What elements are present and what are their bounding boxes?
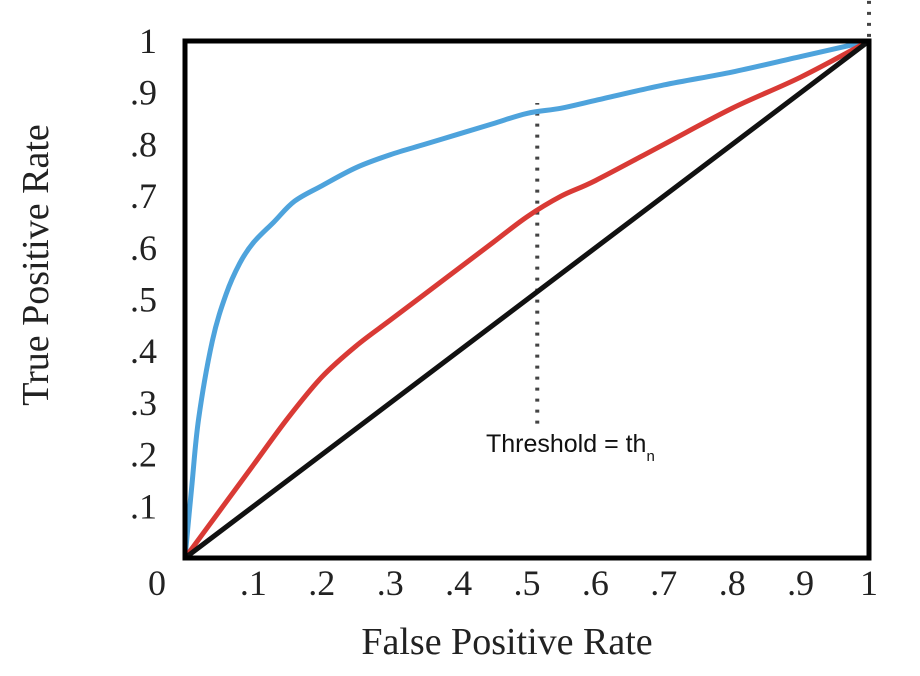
axis-ticks-x: 0 .1 .2 .3 .4 .5 .6 .7 .8 .9 1 [148,563,878,603]
y-tick-label: .2 [130,435,157,475]
x-tick-label: .9 [787,563,814,603]
x-axis-label: False Positive Rate [361,621,652,663]
x-tick-label: .4 [445,563,472,603]
x-tick-label: .2 [308,563,335,603]
x-tick-label: .6 [582,563,609,603]
y-axis-label: True Positive Rate [15,124,57,406]
x-tick-label: .7 [650,563,677,603]
x-tick-label: .8 [719,563,746,603]
x-tick-label: .3 [377,563,404,603]
threshold-annotation: Threshold = thn [486,430,655,465]
y-tick-label: .3 [130,383,157,423]
y-tick-label: .5 [130,280,157,320]
roc-curve-3 [182,38,872,561]
y-tick-label: .8 [130,124,157,164]
y-tick-label: .6 [130,228,157,268]
x-tick-label: .5 [514,563,541,603]
x-tick-label: .1 [240,563,267,603]
roc-curve-1 [182,38,872,561]
axis-ticks-y: .1 .2 .3 .4 .5 .6 .7 .8 .9 1 [130,21,157,526]
y-tick-label: .1 [130,486,157,526]
y-tick-label: 1 [139,21,157,61]
threshold-annotation-text: Threshold = th [486,430,647,458]
y-tick-label: .7 [130,176,157,216]
y-tick-label: .9 [130,73,157,113]
roc-curve-2 [182,38,872,561]
x-tick-label: 1 [860,563,878,603]
x-tick-label: 0 [148,563,166,603]
threshold-annotation-subscript: n [646,448,654,465]
reference-lines [535,0,871,424]
series-lines [182,38,872,561]
plot-frame [182,38,872,561]
y-tick-label: .4 [130,331,157,371]
